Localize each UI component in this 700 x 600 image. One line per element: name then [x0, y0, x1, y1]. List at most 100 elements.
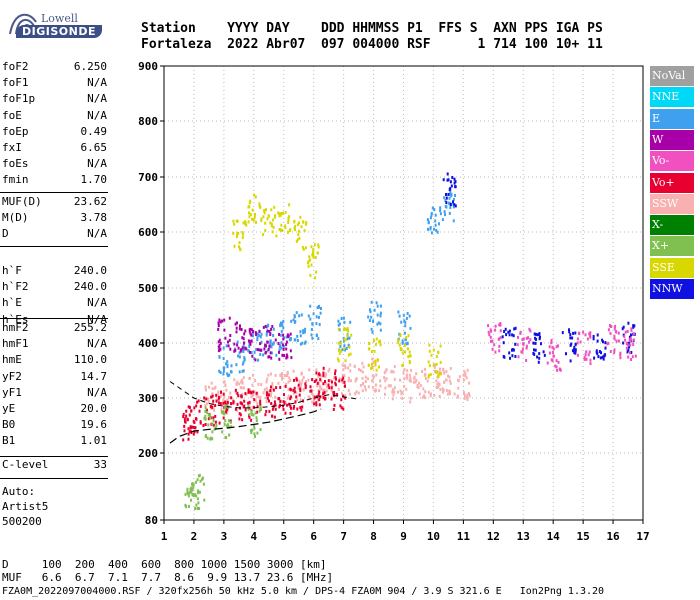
- echo-point: [248, 215, 251, 219]
- echo-point: [550, 338, 553, 342]
- echo-point: [400, 392, 403, 396]
- x-tick-label: 16: [606, 530, 620, 543]
- echo-point: [293, 390, 296, 394]
- echo-point: [349, 379, 352, 383]
- echo-points: [182, 172, 637, 510]
- echo-point: [284, 411, 287, 415]
- echo-point: [304, 327, 307, 331]
- echo-point: [398, 343, 401, 347]
- echo-point: [322, 366, 325, 370]
- x-tick-label: 11: [457, 530, 471, 543]
- echo-point: [268, 344, 271, 348]
- echo-point: [297, 383, 300, 387]
- x-tick-label: 17: [636, 530, 649, 543]
- echo-point: [589, 335, 592, 339]
- echo-point: [319, 378, 322, 382]
- echo-point: [250, 391, 253, 395]
- echo-point: [320, 307, 322, 310]
- echo-point: [556, 368, 559, 372]
- echo-point: [404, 320, 407, 324]
- echo-point: [260, 348, 263, 352]
- echo-point: [589, 358, 592, 362]
- echo-point: [253, 424, 256, 428]
- echo-point: [248, 201, 251, 205]
- echo-point: [406, 369, 409, 373]
- echo-point: [596, 333, 599, 337]
- echo-point: [609, 331, 612, 335]
- echo-point: [512, 334, 515, 338]
- echo-point: [400, 348, 403, 351]
- echo-point: [257, 395, 260, 399]
- echo-point: [192, 432, 195, 436]
- echo-point: [584, 333, 587, 337]
- y-tick-label: 900: [138, 60, 158, 73]
- echo-point: [272, 334, 275, 337]
- echo-point: [508, 351, 511, 355]
- echo-point: [217, 321, 220, 325]
- echo-point: [285, 343, 288, 347]
- echo-point: [322, 373, 325, 377]
- echo-point: [368, 319, 371, 323]
- echo-point: [392, 388, 395, 392]
- echo-point: [222, 372, 225, 376]
- echo-point: [230, 396, 233, 400]
- echo-point: [574, 342, 577, 346]
- echo-point: [248, 413, 251, 417]
- echo-point: [525, 346, 528, 350]
- echo-point: [502, 341, 505, 345]
- echo-point: [184, 419, 186, 423]
- echo-point: [435, 355, 438, 358]
- echo-point: [241, 392, 244, 396]
- echo-point: [289, 387, 292, 391]
- echo-point: [343, 364, 346, 368]
- echo-point: [525, 344, 528, 348]
- echo-point: [218, 401, 220, 405]
- echo-point: [427, 221, 430, 225]
- echo-point: [228, 373, 231, 377]
- echo-point: [282, 407, 285, 411]
- echo-point: [342, 376, 345, 380]
- echo-point: [240, 394, 243, 398]
- echo-point: [250, 410, 253, 414]
- echo-point: [322, 389, 325, 393]
- echo-point: [421, 370, 424, 373]
- echo-point: [212, 407, 215, 411]
- echo-point: [223, 394, 226, 398]
- echo-point: [213, 408, 216, 412]
- echo-point: [234, 388, 237, 392]
- echo-point: [422, 387, 425, 391]
- echo-point: [344, 359, 347, 363]
- echo-point: [230, 425, 233, 429]
- echo-point: [343, 320, 346, 324]
- echo-point: [209, 416, 212, 420]
- echo-point: [427, 390, 430, 394]
- echo-point: [346, 337, 349, 341]
- echo-point: [414, 380, 417, 384]
- param-name: h`E: [2, 296, 22, 310]
- echo-point: [345, 347, 348, 350]
- echo-point: [569, 336, 572, 340]
- echo-point: [630, 351, 633, 354]
- echo-point: [543, 353, 546, 357]
- echo-point: [503, 355, 506, 359]
- echo-point: [205, 397, 208, 401]
- echo-point: [269, 340, 272, 344]
- echo-point: [428, 364, 431, 368]
- echo-point: [250, 333, 253, 337]
- echo-point: [396, 390, 399, 394]
- echo-point: [299, 342, 302, 346]
- echo-point: [408, 379, 411, 383]
- echo-point: [583, 356, 586, 359]
- echo-point: [223, 380, 226, 384]
- plot-grid: [163, 65, 644, 521]
- echo-point: [330, 389, 333, 393]
- echo-point: [334, 381, 337, 385]
- echo-point: [450, 184, 453, 188]
- echo-point: [361, 370, 364, 374]
- echo-point: [248, 344, 251, 348]
- echo-point: [491, 339, 494, 343]
- echo-point: [449, 381, 452, 385]
- echo-point: [255, 391, 258, 395]
- param-name: MUF(D): [2, 195, 42, 208]
- echo-point: [232, 231, 235, 235]
